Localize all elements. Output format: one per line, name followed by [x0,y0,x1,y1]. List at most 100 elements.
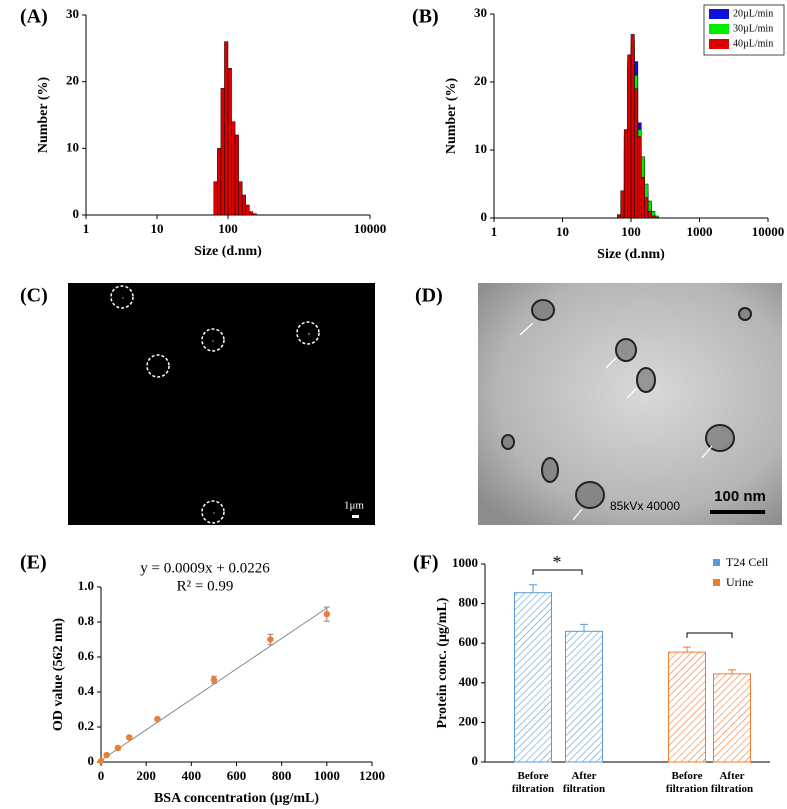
histogram-bar [220,88,225,216]
fluorescence-image: 1μm (C) [20,283,375,525]
magnification-label: 85kVx 40000 [610,499,680,513]
data-point [97,757,105,765]
histogram-bar [231,121,236,216]
x-tick-label: 10 [556,224,569,239]
significance-bracket [532,569,583,575]
scale-label: 100 nm [714,488,766,505]
histogram-bar [630,34,635,219]
legend-swatch [713,579,720,586]
data-point [126,734,133,741]
y-tick-label: 20 [474,73,487,88]
y-tick-label: 0 [73,206,80,221]
legend-swatch [709,39,729,49]
panel-label: (F) [413,552,439,574]
bar [565,630,603,763]
x-axis-title: BSA concentration (μg/mL) [154,791,319,806]
histogram-bar [238,181,243,216]
x-tick-label: 1 [83,221,90,236]
error-bar [728,669,736,674]
histogram-bar [252,213,257,216]
y-tick-label: 20 [66,73,79,88]
significance-label: * [553,552,562,572]
y-tick-label: 400 [459,674,479,689]
legend-swatch [709,9,729,19]
x-tick-label: 10000 [354,221,387,236]
y-tick-label: 30 [66,6,79,21]
error-bar [683,646,691,653]
panel-label: (B) [412,6,439,28]
legend-label: 40µL/min [733,38,773,49]
bar [514,592,552,763]
legend-label: T24 Cell [726,555,769,569]
histogram-bar [644,197,649,219]
significance-bracket [686,632,733,638]
x-tick-label: 400 [182,768,202,783]
y-tick-label: 0.8 [78,613,95,628]
x-tick-label: Before filtration [511,770,555,795]
legend-swatch [713,559,720,566]
histogram-bar [637,136,642,219]
y-tick-label: 0 [481,209,488,224]
x-tick-label: 800 [272,768,292,783]
histogram-bar [654,217,659,219]
data-point [323,610,331,618]
legend-label: 30µL/min [733,23,773,34]
y-tick-label: 800 [459,595,479,610]
y-tick-label: 600 [459,634,479,649]
annotation: R² = 0.99 [177,578,234,594]
x-tick-label-box: After filtration [710,770,754,795]
histogram-bar [234,134,239,216]
x-tick-label: 0 [98,768,105,783]
x-tick-label-box: Before filtration [511,770,555,795]
x-tick-label-box: After filtration [562,770,606,795]
x-tick-label: 10000 [752,224,785,239]
y-axis-title: Protein conc. (μg/mL) [435,597,450,728]
x-tick-label: 100 [621,224,641,239]
histogram-bar [651,215,656,219]
histogram-bar [224,41,229,216]
histogram-bar [213,181,218,216]
y-axis-title: Number (%) [36,76,51,153]
histogram-bar [227,68,232,216]
y-tick-label: 0.2 [78,718,94,733]
histogram-bar [620,190,625,219]
x-tick-label: 100 [218,221,238,236]
x-tick-label: Before filtration [665,770,709,795]
annotation: y = 0.0009x + 0.0226 [140,560,270,576]
x-tick-label: 1200 [359,768,385,783]
legend-label: Urine [726,575,753,589]
x-tick-label: 10 [151,221,164,236]
x-tick-label: 1000 [314,768,340,783]
panel-label: (C) [20,285,48,307]
panel-label: (E) [20,552,47,574]
histogram-bar [241,194,246,216]
x-tick-label: 200 [136,768,156,783]
legend-label: 20µL/min [733,8,773,19]
y-tick-label: 10 [66,139,79,154]
bar [668,651,706,763]
y-tick-label: 10 [474,141,487,156]
x-tick-label: After filtration [710,770,754,795]
x-tick-label-box: Before filtration [665,770,709,795]
y-tick-label: 30 [474,5,487,20]
error-bar [580,623,588,632]
x-tick-label: After filtration [562,770,606,795]
bar [713,673,751,763]
trendline [100,607,328,761]
panel-label: (D) [415,285,443,307]
y-tick-label: 1.0 [78,578,94,593]
histogram-bar [249,211,254,216]
histogram-bar [245,204,250,216]
data-point [210,676,218,683]
x-axis-title: Size (d.nm) [194,244,262,259]
panel-label: (A) [20,6,48,28]
legend-swatch [709,24,729,34]
error-bar [529,584,537,593]
histogram-bar [647,210,652,219]
data-point [103,751,110,759]
y-tick-label: 0 [472,753,479,768]
tem-image: 85kVx 40000 100 nm (D) [415,283,782,525]
